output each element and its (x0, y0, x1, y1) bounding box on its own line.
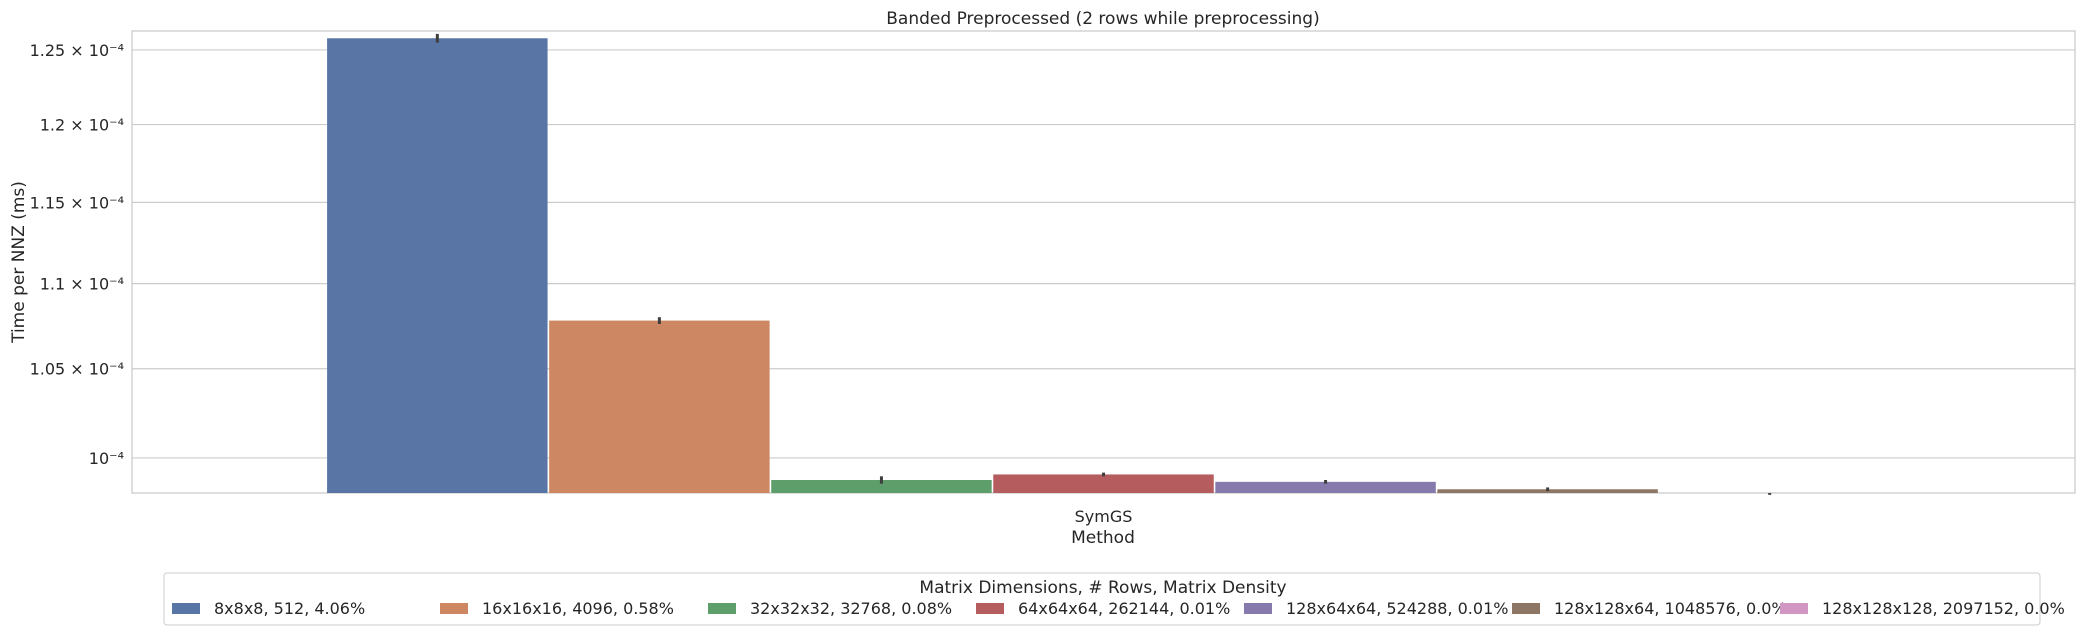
bar (327, 38, 548, 493)
bar (549, 320, 770, 493)
x-ticks: SymGS (1075, 507, 1133, 526)
legend-label: 128x128x128, 2097152, 0.0% (1822, 599, 2065, 618)
legend-items: 8x8x8, 512, 4.06% 16x16x16, 4096, 0.58% 32… (172, 599, 2065, 618)
chart-title: Banded Preprocessed (2 rows while prepro… (886, 9, 1319, 29)
y-tick-label: 1.15 × 10⁻⁴ (30, 193, 124, 212)
x-tick-label: SymGS (1075, 507, 1133, 526)
bar (1437, 489, 1658, 493)
y-tick-label: 1.2 × 10⁻⁴ (40, 116, 124, 135)
x-axis-label: Method (1071, 528, 1135, 548)
bar (1215, 481, 1436, 493)
y-tick-label: 1.05 × 10⁻⁴ (30, 360, 124, 379)
bar (993, 474, 1214, 493)
legend-swatch (172, 603, 200, 614)
error-bars (435, 33, 1772, 495)
legend-label: 32x32x32, 32768, 0.08% (750, 599, 952, 618)
legend-swatch (1780, 603, 1808, 614)
y-axis-label: Time per NNZ (ms) (9, 181, 29, 344)
bars (327, 38, 1658, 493)
legend-box (163, 572, 2041, 626)
y-tick-label: 1.1 × 10⁻⁴ (40, 275, 124, 294)
legend-label: 128x64x64, 524288, 0.01% (1286, 599, 1508, 618)
legend-label: 16x16x16, 4096, 0.58% (482, 599, 674, 618)
y-tick-label: 10⁻⁴ (89, 449, 124, 468)
legend-label: 8x8x8, 512, 4.06% (214, 599, 365, 618)
y-tick-label: 1.25 × 10⁻⁴ (30, 41, 124, 60)
legend-swatch (1244, 603, 1272, 614)
legend-swatch (1512, 603, 1540, 614)
legend-title: Matrix Dimensions, # Rows, Matrix Densit… (919, 578, 1286, 598)
legend-swatch (976, 603, 1004, 614)
y-ticks: 10⁻⁴ 1.05 × 10⁻⁴ 1.1 × 10⁻⁴ 1.15 × 10⁻⁴ 1.2 … (30, 41, 124, 468)
bar (771, 479, 992, 493)
legend-label: 64x64x64, 262144, 0.01% (1018, 599, 1230, 618)
legend-label: 128x128x64, 1048576, 0.0% (1554, 599, 1787, 618)
legend-swatch (440, 603, 468, 614)
legend-swatch (708, 603, 736, 614)
